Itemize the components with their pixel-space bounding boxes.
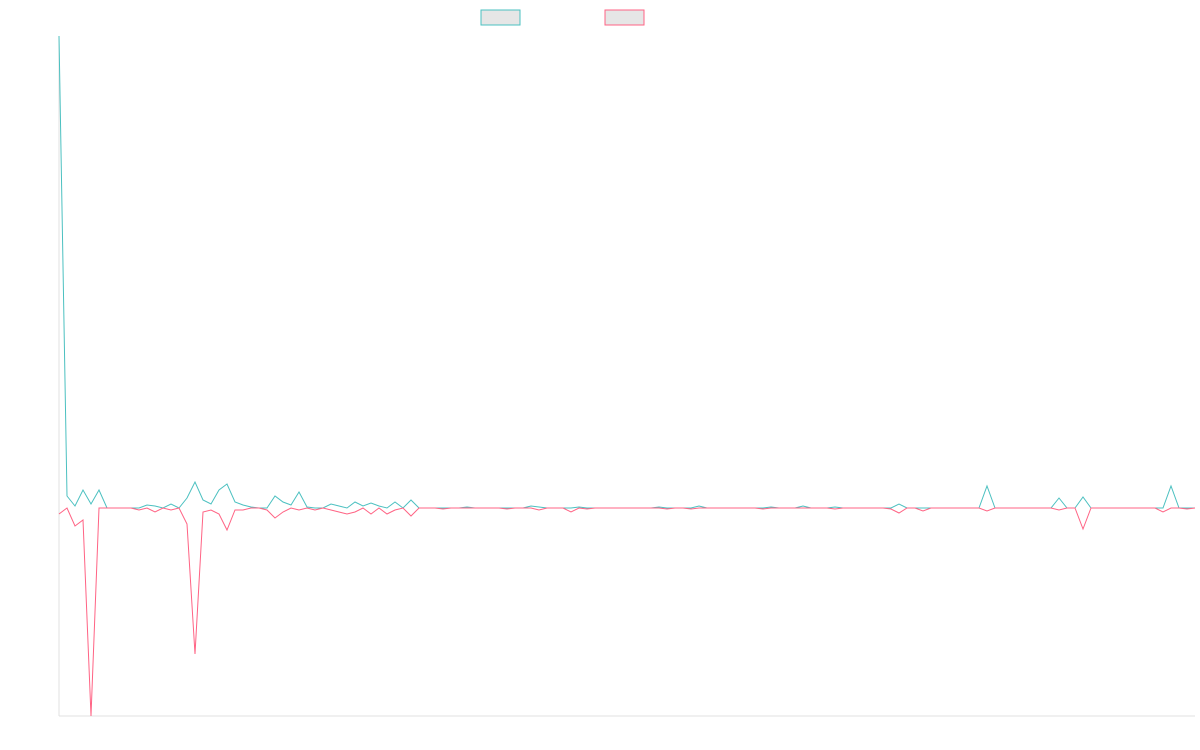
legend-swatch	[480, 9, 521, 26]
legend-swatch	[604, 9, 645, 26]
series-line	[58, 507, 1196, 717]
series-line	[58, 35, 1195, 509]
